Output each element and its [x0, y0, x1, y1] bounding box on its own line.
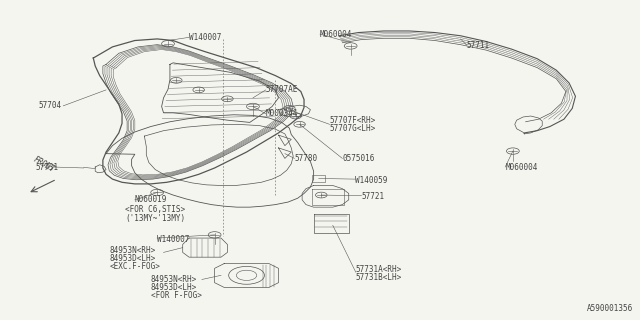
Text: 0575016: 0575016	[342, 154, 375, 163]
Text: 57731B<LH>: 57731B<LH>	[355, 273, 401, 282]
Text: 57780: 57780	[294, 154, 317, 163]
Text: 84953D<LH>: 84953D<LH>	[151, 283, 197, 292]
Text: ('13MY~'13MY): ('13MY~'13MY)	[125, 214, 186, 223]
Text: FRONT: FRONT	[32, 155, 56, 174]
Text: A590001356: A590001356	[587, 304, 633, 313]
Text: N060019: N060019	[135, 195, 167, 204]
Text: W140007: W140007	[189, 33, 221, 42]
Text: 57707F<RH>: 57707F<RH>	[330, 116, 376, 125]
Text: 57731A<RH>: 57731A<RH>	[355, 265, 401, 275]
Text: <FOR C6,STIS>: <FOR C6,STIS>	[125, 205, 186, 214]
Text: 57707G<LH>: 57707G<LH>	[330, 124, 376, 133]
Text: M060004: M060004	[320, 30, 353, 39]
Text: 57704: 57704	[38, 101, 61, 110]
Text: W140007: W140007	[157, 235, 189, 244]
Text: M000344: M000344	[266, 109, 298, 118]
Text: <FOR F-FOG>: <FOR F-FOG>	[151, 291, 202, 300]
Text: 57711: 57711	[467, 41, 490, 50]
Bar	[312, 175, 325, 182]
Text: 84953N<RH>: 84953N<RH>	[109, 246, 156, 255]
Text: 57721: 57721	[362, 192, 385, 201]
Text: 84953N<RH>: 84953N<RH>	[151, 275, 197, 284]
Text: <EXC.F-FOG>: <EXC.F-FOG>	[109, 262, 160, 271]
Text: W140059: W140059	[355, 176, 387, 185]
Text: 57707AE: 57707AE	[266, 85, 298, 94]
Text: 57731: 57731	[36, 164, 59, 172]
Text: 84953D<LH>: 84953D<LH>	[109, 254, 156, 263]
Text: M060004: M060004	[505, 164, 538, 172]
